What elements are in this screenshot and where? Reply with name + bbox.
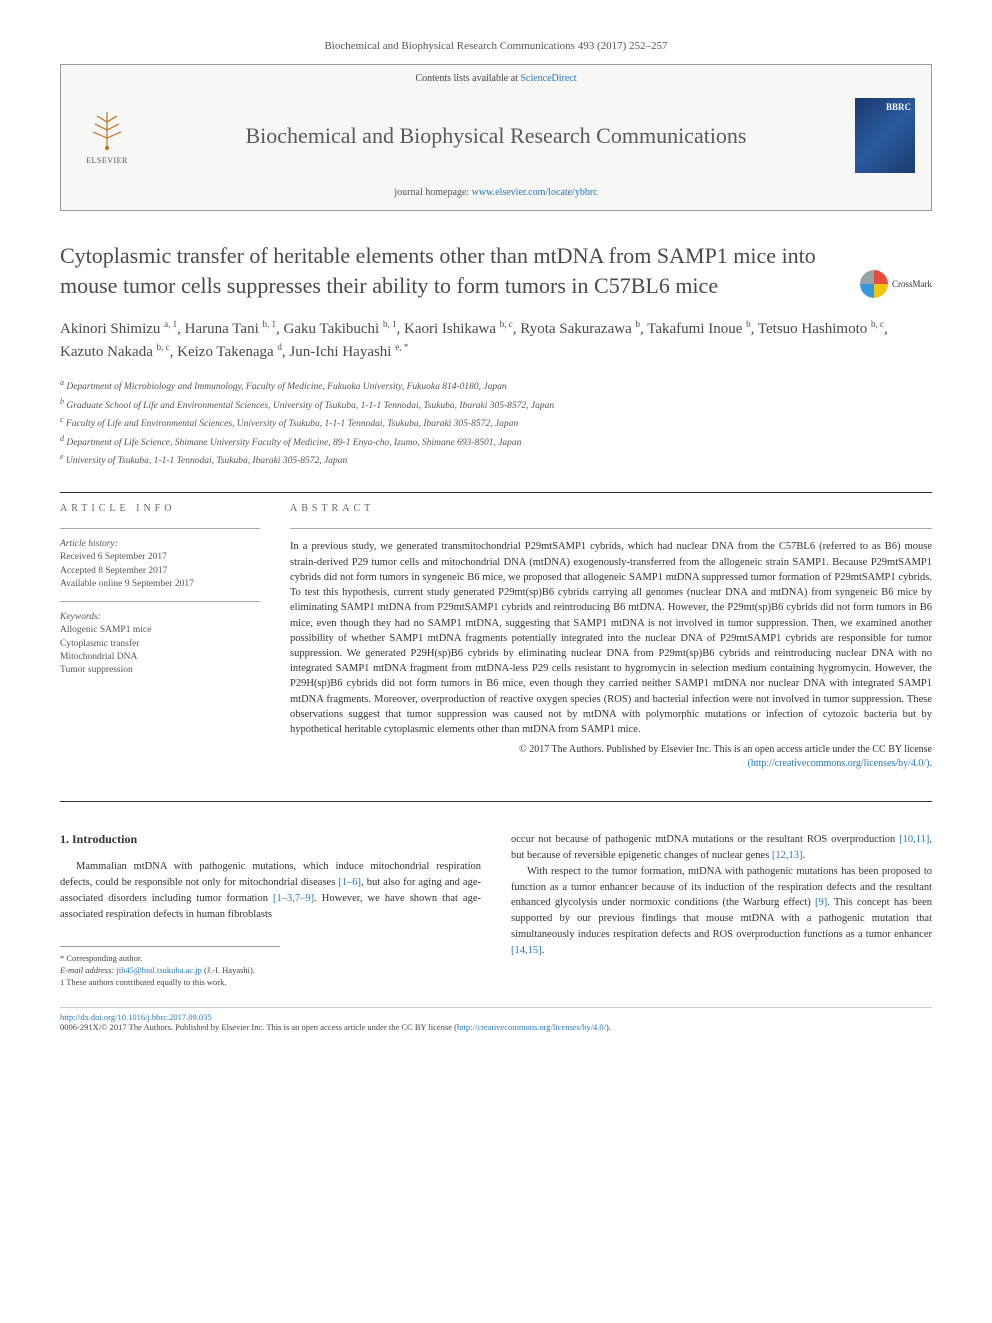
bottom-bar: http://dx.doi.org/10.1016/j.bbrc.2017.09… (60, 1007, 932, 1032)
issn-pre: 0006-291X/© 2017 The Authors. Published … (60, 1022, 457, 1032)
affiliation-item: e University of Tsukuba, 1-1-1 Tennodai,… (60, 451, 932, 468)
email-link[interactable]: jih45@biol.tsukuba.ac.jp (116, 965, 202, 975)
affiliations-list: a Department of Microbiology and Immunol… (60, 377, 932, 468)
footnote-equal: 1 These authors contributed equally to t… (60, 977, 280, 989)
keyword-item: Allogenic SAMP1 mice (60, 624, 260, 637)
ref-link-6[interactable]: [14,15] (511, 945, 542, 956)
article-info-label: ARTICLE INFO (60, 503, 260, 514)
issn-post: ). (606, 1022, 611, 1032)
affiliation-item: a Department of Microbiology and Immunol… (60, 377, 932, 394)
journal-name: Biochemical and Biophysical Research Com… (137, 123, 855, 149)
contents-line: Contents lists available at ScienceDirec… (61, 65, 931, 88)
ref-link-1[interactable]: [1–6] (338, 877, 361, 888)
ref-link-2[interactable]: [1–3,7–9] (273, 893, 314, 904)
intro-para-2: occur not because of pathogenic mtDNA mu… (511, 832, 932, 864)
introduction-heading: 1. Introduction (60, 832, 481, 847)
abstract-divider (290, 528, 932, 529)
copyright-text: © 2017 The Authors. Published by Elsevie… (519, 744, 932, 755)
crossmark-badge[interactable]: CrossMark (860, 270, 932, 298)
history-item: Available online 9 September 2017 (60, 578, 260, 591)
homepage-pre: journal homepage: (394, 187, 471, 198)
keyword-item: Cytoplasmic transfer (60, 638, 260, 651)
journal-homepage: journal homepage: www.elsevier.com/locat… (61, 181, 931, 210)
ref-link-5[interactable]: [9] (815, 897, 827, 908)
authors-list: Akinori Shimizu a, 1, Haruna Tani b, 1, … (60, 318, 932, 363)
elsevier-tree-icon (83, 106, 131, 154)
intro-para-1: Mammalian mtDNA with pathogenic mutation… (60, 859, 481, 922)
affiliation-item: c Faculty of Life and Environmental Scie… (60, 414, 932, 431)
abstract-label: ABSTRACT (290, 503, 932, 514)
affiliation-item: b Graduate School of Life and Environmen… (60, 396, 932, 413)
journal-cover-text: BBRC (886, 102, 911, 112)
footnotes: * Corresponding author. E-mail address: … (60, 946, 280, 989)
ref-link-3[interactable]: [10,11] (899, 834, 929, 845)
footnote-corresponding: * Corresponding author. (60, 953, 280, 965)
history-item: Received 6 September 2017 (60, 551, 260, 564)
journal-header: Contents lists available at ScienceDirec… (60, 64, 932, 211)
elsevier-label: ELSEVIER (86, 156, 128, 165)
copyright-link[interactable]: (http://creativecommons.org/licenses/by/… (748, 758, 930, 769)
ref-link-4[interactable]: [12,13] (772, 850, 803, 861)
journal-reference: Biochemical and Biophysical Research Com… (60, 40, 932, 52)
sciencedirect-link[interactable]: ScienceDirect (520, 73, 576, 84)
cc-link[interactable]: http://creativecommons.org/licenses/by/4… (457, 1022, 606, 1032)
copyright-line: © 2017 The Authors. Published by Elsevie… (290, 743, 932, 771)
info-divider-1 (60, 528, 260, 529)
intro-p3-post: . (542, 945, 545, 956)
email-label: E-mail address: (60, 965, 116, 975)
abstract-text: In a previous study, we generated transm… (290, 539, 932, 737)
intro-p2-pre: occur not because of pathogenic mtDNA mu… (511, 834, 899, 845)
keyword-item: Mitochondrial DNA (60, 651, 260, 664)
keywords-label: Keywords: (60, 612, 260, 622)
elsevier-logo[interactable]: ELSEVIER (77, 106, 137, 165)
history-label: Article history: (60, 539, 260, 549)
keyword-item: Tumor suppression (60, 664, 260, 677)
email-post: (J.-I. Hayashi). (202, 965, 255, 975)
affiliation-item: d Department of Life Science, Shimane Un… (60, 433, 932, 450)
info-divider-2 (60, 601, 260, 602)
body-column-left: 1. Introduction Mammalian mtDNA with pat… (60, 832, 481, 989)
article-info-column: ARTICLE INFO Article history: Received 6… (60, 503, 260, 771)
body-column-right: occur not because of pathogenic mtDNA mu… (511, 832, 932, 989)
crossmark-text: CrossMark (892, 279, 932, 289)
divider-top (60, 492, 932, 493)
intro-para-3: With respect to the tumor formation, mtD… (511, 864, 932, 959)
crossmark-icon (860, 270, 888, 298)
journal-cover[interactable]: BBRC (855, 98, 915, 173)
intro-p2-post: . (803, 850, 806, 861)
contents-pre: Contents lists available at (415, 73, 520, 84)
divider-bottom (60, 801, 932, 802)
footnote-email: E-mail address: jih45@biol.tsukuba.ac.jp… (60, 965, 280, 977)
history-item: Accepted 8 September 2017 (60, 565, 260, 578)
doi-link[interactable]: http://dx.doi.org/10.1016/j.bbrc.2017.09… (60, 1012, 212, 1022)
article-title: Cytoplasmic transfer of heritable elemen… (60, 241, 820, 300)
homepage-link[interactable]: www.elsevier.com/locate/ybbrc (472, 187, 598, 198)
abstract-column: ABSTRACT In a previous study, we generat… (290, 503, 932, 771)
